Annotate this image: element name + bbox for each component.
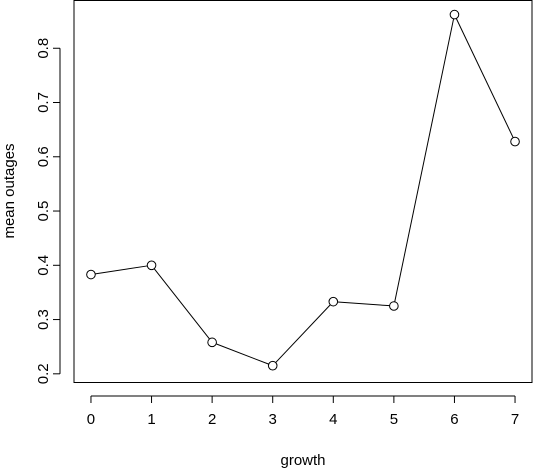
data-point (86, 269, 96, 280)
data-point (510, 136, 520, 147)
data-point (146, 260, 157, 271)
x-tick-label: 5 (390, 411, 398, 428)
y-tick-label: 0.5 (35, 201, 52, 222)
data-point (389, 301, 399, 311)
series-line-segment (275, 304, 331, 363)
data-point (267, 360, 278, 371)
series (86, 9, 520, 371)
x-tick-label: 4 (329, 411, 337, 428)
y-tick-label: 0.8 (35, 38, 52, 59)
x-axis: 0 1 2 3 4 5 6 7 (87, 395, 519, 428)
x-tick-label: 2 (208, 411, 216, 428)
y-axis-label: mean outages (1, 143, 18, 238)
x-tick-label: 0 (87, 411, 95, 428)
data-point (207, 337, 217, 348)
x-tick-label: 6 (450, 411, 458, 428)
data-point (449, 9, 460, 20)
y-tick-label: 0.3 (35, 309, 52, 330)
series-line-segment (153, 268, 210, 340)
y-tick-label: 0.2 (35, 363, 52, 384)
series-line-segment (394, 18, 455, 302)
series-line-segment (215, 343, 269, 365)
x-tick-label: 1 (147, 411, 155, 428)
series-line-segment (455, 18, 514, 138)
series-line-segment (337, 301, 390, 307)
x-axis-label: growth (280, 452, 325, 468)
y-tick-label: 0.6 (35, 146, 52, 167)
data-point (328, 296, 339, 307)
x-tick-label: 3 (269, 411, 277, 428)
y-axis: 0.2 0.3 0.4 0.5 0.6 0.7 0.8 (35, 38, 61, 384)
y-tick-label: 0.7 (35, 92, 52, 113)
y-tick-label: 0.4 (35, 255, 52, 276)
x-tick-label: 7 (511, 411, 519, 428)
series-line-segment (95, 265, 148, 275)
plot-box (73, 0, 533, 383)
